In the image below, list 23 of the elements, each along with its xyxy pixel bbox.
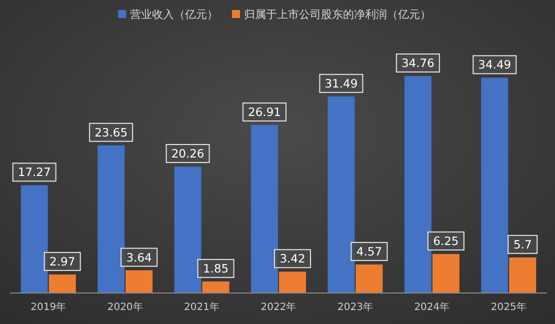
data-label: 3.64: [126, 250, 152, 264]
legend-label: 营业收入（亿元）: [130, 8, 218, 21]
x-tick-label: 2025年: [490, 301, 526, 313]
x-tick-label: 2019年: [30, 301, 66, 313]
data-label: 26.91: [248, 105, 281, 120]
data-label: 1.85: [202, 261, 229, 276]
x-tick-label: 2020年: [107, 301, 143, 313]
data-label: 5.7: [513, 237, 532, 252]
x-tick-label: 2024年: [414, 301, 450, 313]
data-label: 31.49: [324, 76, 358, 90]
data-label: 34.49: [478, 58, 512, 72]
data-label: 2.97: [50, 254, 76, 268]
data-label: 3.42: [280, 252, 306, 266]
data-label: 23.65: [94, 125, 128, 140]
legend-label: 归属于上市公司股东的净利润（亿元）: [244, 8, 431, 21]
x-tick-label: 2021年: [184, 301, 220, 313]
data-label: 6.25: [433, 234, 459, 248]
x-tick-label: 2022年: [260, 301, 296, 313]
data-label: 4.57: [356, 244, 382, 258]
x-tick-label: 2023年: [337, 301, 373, 313]
data-label: 20.26: [171, 146, 204, 161]
data-label: 17.27: [18, 165, 51, 180]
data-label: 34.76: [401, 56, 434, 70]
